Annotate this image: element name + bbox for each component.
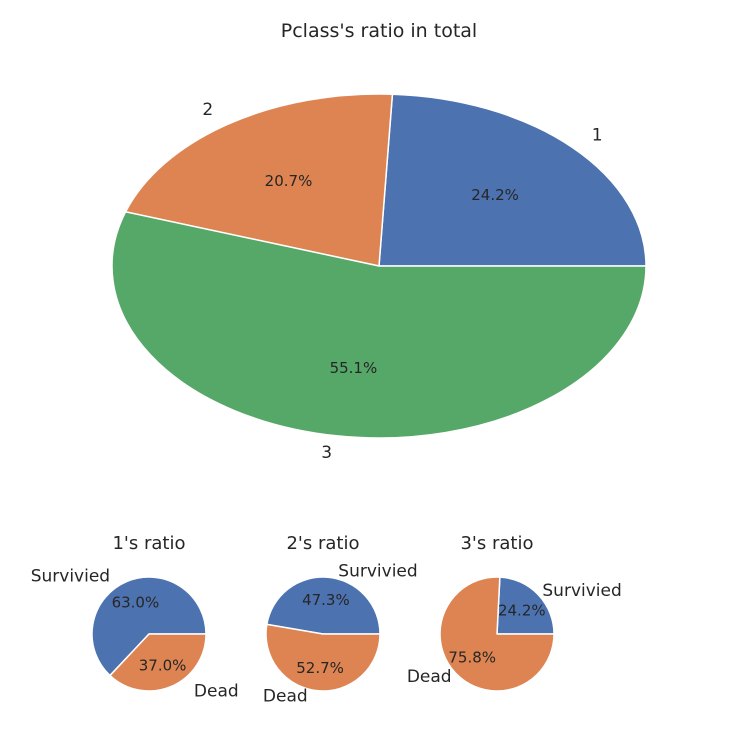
class-3-slice-dead: [439, 576, 555, 692]
pie-layer: 124.2%220.7%355.1%Survivied63.0%Dead37.0…: [31, 93, 647, 707]
class-1-percent-label-survivied: 63.0%: [112, 594, 160, 612]
class-3-slice-survivied: [496, 576, 555, 635]
main-category-label-3: 3: [321, 443, 332, 463]
class-1-chart-title: 1's ratio: [112, 533, 185, 554]
class-3-percent-label-dead: 75.8%: [448, 649, 496, 667]
class-1-slice-dead: [109, 633, 207, 692]
main-chart-title: Pclass's ratio in total: [281, 20, 477, 42]
main-percent-label-1: 24.2%: [471, 186, 519, 204]
class-1-category-label-dead: Dead: [194, 682, 239, 702]
class-3-category-label-survivied: Survivied: [542, 581, 621, 601]
main-slice-1: [378, 93, 647, 267]
class-1-percent-label-dead: 37.0%: [139, 656, 187, 674]
main-slice-2: [124, 93, 394, 267]
class-3-chart-title: 3's ratio: [460, 533, 533, 554]
main-category-label-2: 2: [202, 100, 213, 120]
class-2-percent-label-survivied: 47.3%: [302, 591, 350, 609]
class-2-percent-label-dead: 52.7%: [296, 659, 344, 677]
class-2-category-label-dead: Dead: [263, 687, 308, 707]
class-2-chart-title: 2's ratio: [286, 533, 359, 554]
main-slice-3: [111, 211, 647, 439]
class-2-slice-dead: [265, 623, 381, 692]
class-2-category-label-survivied: Survivied: [338, 562, 417, 582]
main-percent-label-3: 55.1%: [330, 359, 378, 377]
class-3-category-label-dead: Dead: [407, 667, 452, 687]
class-1-category-label-survivied: Survivied: [31, 567, 110, 587]
class-1-slice-survivied: [91, 576, 207, 677]
main-percent-label-2: 20.7%: [265, 172, 313, 190]
class-3-percent-label-survivied: 24.2%: [498, 601, 546, 619]
class-2-slice-survivied: [266, 576, 381, 635]
main-category-label-1: 1: [592, 126, 603, 146]
